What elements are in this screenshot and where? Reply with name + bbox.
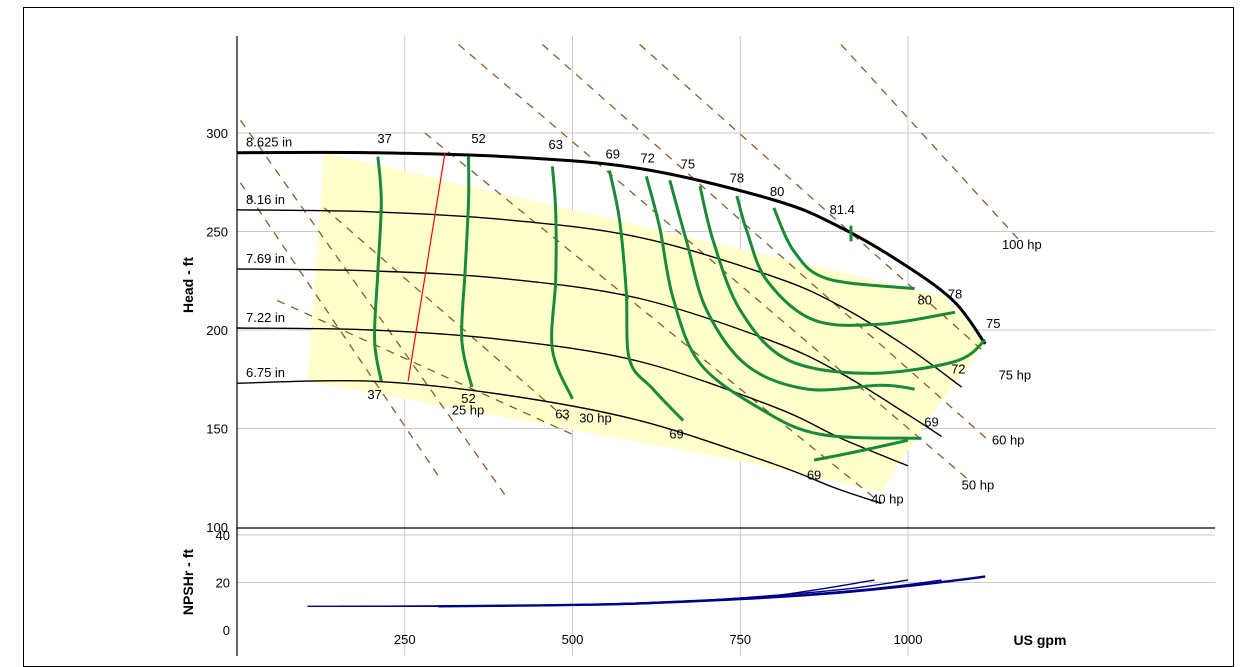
power-label: 100 hp: [1002, 237, 1042, 252]
efficiency-label: 78: [730, 170, 744, 185]
npsh-panel: [237, 528, 1215, 656]
efficiency-label: 81.4: [830, 202, 855, 217]
efficiency-label: 63: [548, 137, 562, 152]
efficiency-curve: [698, 185, 987, 375]
efficiency-label: 69: [924, 415, 938, 430]
impeller-curve: [237, 268, 942, 437]
y-axis-title: Head - ft: [180, 257, 196, 313]
impeller-label: 7.69 in: [246, 251, 285, 266]
efficiency-label: 80: [770, 184, 784, 199]
impeller-label: 7.22 in: [246, 310, 285, 325]
efficiency-label: 75: [681, 156, 695, 171]
x-axis-title: US gpm: [1014, 632, 1067, 648]
y-tick-label: 100: [206, 520, 228, 535]
impeller-curve: [237, 150, 987, 345]
efficiency-label: 78: [948, 286, 962, 301]
impeller-label: 6.75 in: [246, 365, 285, 380]
y-tick-label: 250: [206, 225, 228, 240]
npsh-curve: [307, 579, 875, 608]
efficiency-curve: [644, 175, 922, 440]
efficiency-label: 69: [606, 147, 620, 162]
y-tick-label: 300: [206, 126, 228, 141]
power-line: [237, 114, 506, 496]
x-tick-label: 250: [394, 632, 416, 647]
efficiency-label: 52: [471, 131, 485, 146]
power-line: [457, 43, 969, 481]
power-label: 40 hp: [871, 491, 904, 506]
efficiency-label: 80: [918, 292, 932, 307]
efficiency-label: 72: [640, 151, 654, 166]
y-tick-label: 200: [206, 323, 228, 338]
impeller-label: 8.16 in: [246, 192, 285, 207]
y-tick-label: 150: [206, 422, 228, 437]
y-tick-label: 40: [216, 528, 230, 543]
efficiency-label: 52: [461, 391, 475, 406]
efficiency-label: 37: [367, 387, 381, 402]
efficiency-curve: [772, 207, 915, 291]
axes: 100 150 200 250 300 0 20 40 250 500 750 1000 Head - …: [180, 36, 1215, 656]
efficiency-curve: [550, 166, 574, 400]
power-line: [277, 299, 573, 435]
efficiency-curve: [668, 179, 915, 392]
efficiency-curve: [607, 170, 685, 422]
power-label: 30 hp: [579, 411, 612, 426]
power-label: 25 hp: [452, 403, 485, 418]
x-tick-label: 750: [729, 632, 751, 647]
npsh-curve: [438, 575, 986, 608]
power-line: [323, 207, 573, 426]
efficiency-label: 69: [669, 426, 683, 441]
y-tick-label: 20: [216, 576, 230, 591]
efficiency-label: 72: [951, 361, 965, 376]
y-axis-title: NPSHr - ft: [180, 549, 196, 615]
head-plot-area: [237, 36, 1215, 528]
head-panel: 8.625 in 8.16 in 7.69 in 7.22 in 6.75 in 37 52…: [237, 36, 1215, 528]
efficiency-curve: [373, 156, 383, 382]
power-line: [639, 43, 983, 351]
efficiency-curve: [460, 156, 474, 388]
efficiency-label: 69: [807, 468, 821, 483]
y-tick-label: 0: [223, 623, 230, 638]
efficiency-label: 63: [555, 407, 569, 422]
efficiency-label: 75: [986, 316, 1000, 331]
npsh-limit-line: [407, 152, 446, 382]
x-tick-label: 500: [562, 632, 584, 647]
impeller-curve: [237, 379, 882, 505]
efficiency-curve: [813, 438, 909, 462]
power-line: [424, 132, 882, 504]
npsh-plot-area: [237, 528, 1215, 656]
impeller-label: 8.625 in: [246, 135, 292, 150]
power-label: 50 hp: [962, 478, 995, 493]
power-line: [840, 43, 1023, 244]
power-label: 75 hp: [999, 367, 1032, 382]
efficiency-label: 37: [377, 131, 391, 146]
power-label: 60 hp: [992, 432, 1025, 447]
power-line: [541, 43, 989, 441]
efficiency-curve: [735, 195, 956, 327]
x-tick-label: 1000: [894, 632, 923, 647]
impeller-curve: [237, 209, 963, 388]
operating-region: [307, 152, 986, 492]
